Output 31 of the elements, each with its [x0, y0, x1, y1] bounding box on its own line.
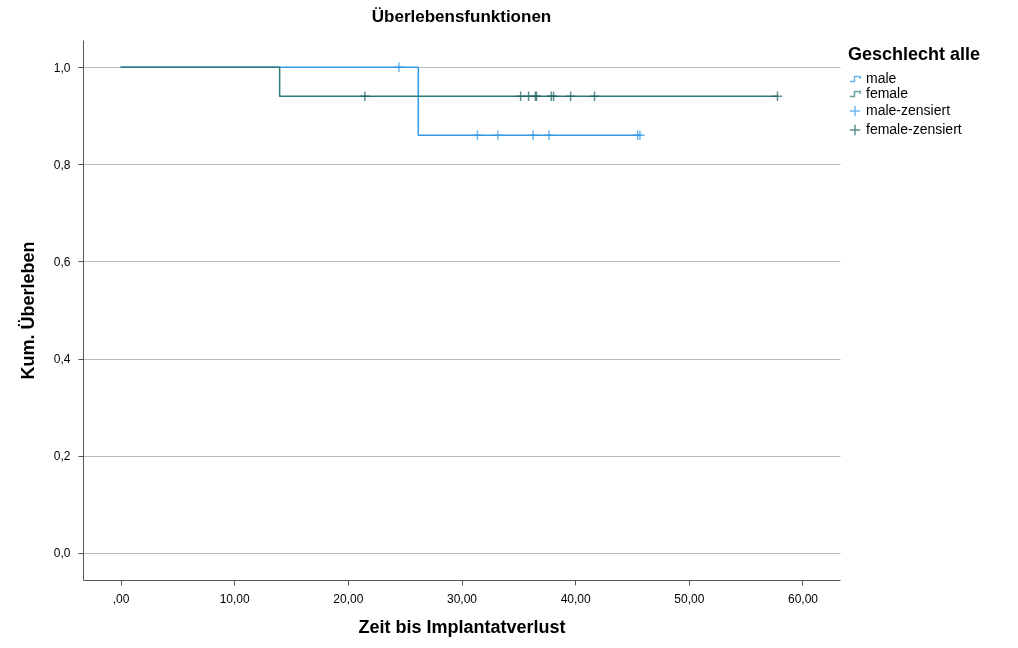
point: [471, 129, 483, 141]
y-axis-title: Kum. Überleben: [17, 241, 38, 380]
legend-label: female-zensiert: [866, 121, 962, 137]
x-tick-label: 30,00: [446, 591, 478, 606]
point: [359, 90, 371, 102]
x-tick-label: 20,00: [333, 591, 364, 606]
legend-label: male-zensiert: [866, 102, 951, 118]
point: [393, 61, 405, 73]
legend-title: Geschlecht alle: [848, 44, 981, 64]
legend-label: female: [866, 85, 909, 101]
point: [565, 90, 577, 102]
y-tick-label: 0,8: [53, 157, 71, 172]
x-tick-label: ,00: [112, 591, 130, 606]
chart-title: Überlebensfunktionen: [371, 7, 552, 26]
point: [515, 90, 527, 102]
x-tick-label: 10,00: [219, 591, 251, 606]
x-tick-label: 40,00: [560, 591, 591, 606]
point: [527, 129, 539, 141]
y-tick-label: 1,0: [53, 60, 71, 75]
y-tick-label: 0,0: [53, 546, 71, 561]
legend-label: male: [866, 70, 897, 86]
point: [543, 129, 555, 141]
y-tick-label: 0,6: [53, 254, 71, 269]
point: [771, 90, 783, 102]
x-tick-label: 60,00: [787, 591, 819, 606]
x-axis-title: Zeit bis Implantatverlust: [358, 616, 566, 637]
point: [588, 90, 600, 102]
x-tick-label: 50,00: [674, 591, 705, 606]
point: [492, 129, 504, 141]
y-tick-label: 0,4: [53, 352, 71, 367]
y-tick-label: 0,2: [53, 449, 71, 464]
